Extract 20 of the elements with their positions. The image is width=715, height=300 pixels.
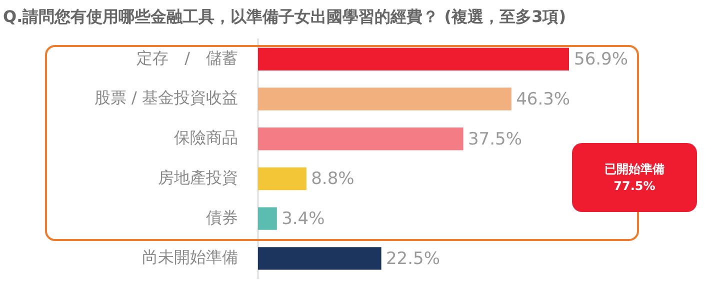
data-label: 22.5% bbox=[386, 248, 440, 269]
data-label: 56.9% bbox=[574, 50, 628, 70]
bar bbox=[258, 247, 382, 270]
bar bbox=[258, 207, 277, 230]
bar bbox=[258, 48, 569, 70]
text: 已開始準備 77.5% bbox=[572, 143, 697, 212]
chart-title: Q.請問您有使用哪些金融工具，以準備子女出國學習的經費？ (複選，至多3項) bbox=[2, 6, 566, 26]
bar bbox=[258, 88, 512, 110]
y-tick-label: 債券 bbox=[206, 208, 238, 227]
y-tick-label: 保險商品 bbox=[174, 128, 238, 148]
data-label: 8.8% bbox=[311, 169, 354, 190]
y-tick-label: 股票 / 基金投資收益 bbox=[94, 88, 238, 108]
data-label: 3.4% bbox=[282, 209, 325, 230]
bar bbox=[258, 128, 464, 150]
y-tick-label: 定存 / 儲蓄 bbox=[136, 48, 238, 68]
y-tick-label: 房地產投資 bbox=[158, 168, 238, 187]
data-label: 46.3% bbox=[516, 89, 570, 110]
bar bbox=[258, 167, 306, 190]
data-label: 37.5% bbox=[468, 129, 522, 150]
y-tick-label: 尚未開始準備 bbox=[142, 248, 238, 267]
